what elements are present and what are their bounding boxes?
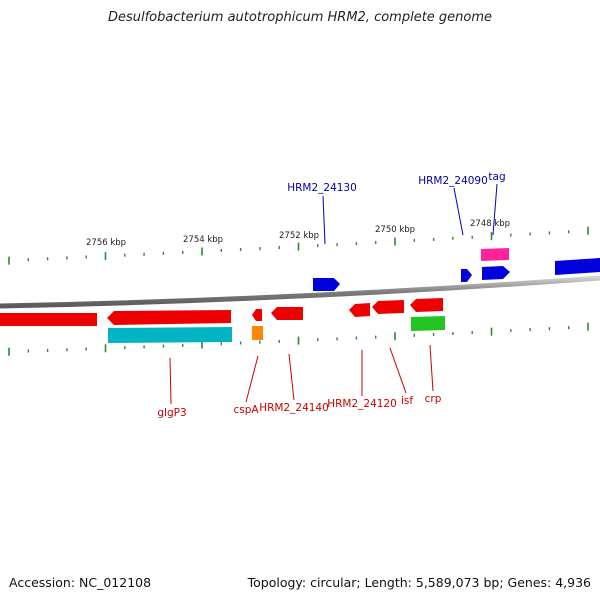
label-leader-line	[389, 347, 407, 394]
gene-blue-right[interactable]	[555, 258, 600, 275]
gene-label-hrm2-24140[interactable]: HRM2_24140	[259, 402, 329, 414]
genome-backbone	[0, 275, 600, 309]
topology-text: Topology: circular; Length: 5,589,073 bp…	[247, 575, 591, 590]
label-leader-line	[288, 353, 295, 401]
gene-label-tag[interactable]: tag	[488, 171, 505, 183]
label-leader-line	[245, 355, 259, 403]
gene-label-hrm2-24130[interactable]: HRM2_24130	[287, 182, 357, 194]
gene-label-isf[interactable]: isf	[401, 395, 413, 407]
label-leader-line	[429, 344, 434, 392]
lower-tick-row	[8, 322, 589, 356]
gene-glgp3[interactable]	[107, 310, 231, 325]
label-leader-line	[322, 195, 326, 245]
label-leader-line	[492, 183, 498, 236]
gene-red-left[interactable]	[0, 313, 97, 326]
label-leader-line	[453, 187, 464, 236]
label-leader-line	[169, 357, 172, 405]
genome-title: Desulfobacterium autotrophicum HRM2, com…	[107, 10, 493, 25]
accession-text: Accession: NC_012108	[9, 575, 152, 590]
gene-hrm2-24120-b[interactable]	[372, 300, 404, 314]
gene-label-crp[interactable]: crp	[425, 393, 442, 405]
feature-crp-green[interactable]	[411, 316, 445, 331]
gene-hrm2-24140[interactable]	[271, 307, 303, 320]
kbp-label: 2752 kbp	[279, 231, 319, 241]
feature-glgp3-cyan[interactable]	[108, 327, 232, 343]
gene-isf[interactable]	[410, 298, 443, 312]
kbp-label: 2750 kbp	[375, 225, 415, 235]
kbp-label: 2748 kbp	[470, 219, 510, 229]
kbp-label: 2756 kbp	[86, 238, 126, 248]
upper-tick-row	[8, 226, 589, 265]
gene-label-glgp3[interactable]: glgP3	[157, 407, 186, 419]
feature-cspa-orange[interactable]	[252, 326, 263, 340]
kbp-label: 2754 kbp	[183, 235, 223, 245]
gene-label-cspa[interactable]: cspA	[233, 404, 259, 416]
gene-blue-small[interactable]	[461, 269, 472, 282]
feature-tag-magenta[interactable]	[481, 248, 509, 261]
gene-hrm2-24120-a[interactable]	[349, 303, 370, 317]
gene-cspa[interactable]	[252, 309, 262, 321]
gene-label-hrm2-24120[interactable]: HRM2_24120	[327, 398, 397, 410]
gene-label-hrm2-24090[interactable]: HRM2_24090	[418, 175, 488, 187]
gene-hrm2-24130[interactable]	[313, 278, 340, 291]
gene-blue-tag[interactable]	[482, 266, 510, 280]
